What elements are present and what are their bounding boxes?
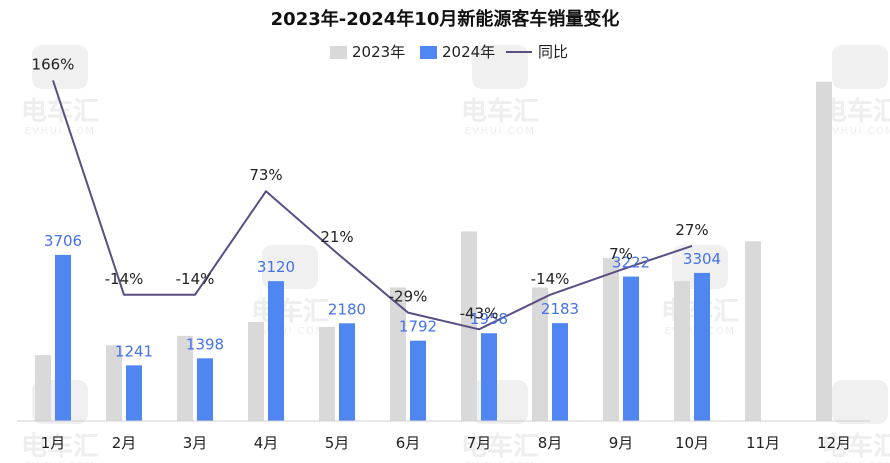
bar-2024-4 — [268, 281, 284, 421]
x-tick-10: 10月 — [675, 434, 709, 452]
x-tick-9: 9月 — [609, 434, 634, 452]
x-tick-8: 8月 — [538, 434, 563, 452]
bar-2024-6 — [410, 340, 426, 421]
label-yoy-5: 21% — [320, 228, 353, 246]
label-2024-3: 1398 — [186, 335, 224, 353]
bar-2024-10 — [694, 272, 710, 421]
legend-label: 2023年 — [352, 43, 405, 61]
x-tick-12: 12月 — [817, 434, 851, 452]
watermark-domain: EVHUI.COM — [254, 326, 325, 337]
label-2024-5: 2180 — [328, 300, 366, 318]
watermark-brand: 电车汇 — [251, 296, 329, 327]
watermark-brand: 电车汇 — [21, 431, 99, 462]
label-yoy-3: -14% — [176, 270, 215, 288]
watermark-domain: EVHUI.COM — [464, 461, 535, 463]
watermark-brand: 电车汇 — [821, 431, 890, 462]
bar-2023-10 — [674, 281, 690, 421]
series-yoy-data-labels: 166% -14% -14% 73% 21% -29% -43% -14% 7% 27% — [32, 55, 709, 322]
series-2023-bars — [35, 81, 832, 421]
bar-2023-2 — [106, 345, 122, 421]
label-2024-1: 3706 — [44, 232, 82, 250]
yoy-line — [52, 80, 693, 331]
x-tick-11: 11月 — [746, 434, 780, 452]
label-2024-7: 1958 — [470, 310, 508, 328]
bar-2024-5 — [339, 323, 355, 421]
label-yoy-2: -14% — [105, 270, 144, 288]
chart-title: 2023年-2024年10月新能源客车销量变化 — [271, 8, 620, 30]
legend-swatch — [420, 46, 437, 59]
bar-2024-8 — [552, 323, 568, 421]
label-2024-9: 3222 — [612, 254, 650, 272]
label-2024-10: 3304 — [683, 250, 721, 268]
watermark-domain: EVHUI.COM — [24, 461, 95, 463]
label-yoy-7: -43% — [460, 304, 499, 322]
label-yoy-8: -14% — [531, 270, 570, 288]
label-yoy-6: -29% — [389, 288, 428, 306]
x-axis-ticks: 1月 2月 3月 4月 5月 6月 7月 8月 9月 10月 11月 12月 — [41, 434, 851, 452]
legend-item-3: 同比 — [506, 43, 568, 61]
x-tick-7: 7月 — [467, 434, 492, 452]
watermark-domain: EVHUI.COM — [24, 126, 95, 137]
legend-item-2: 2024年 — [420, 43, 495, 61]
watermark-logo-icon — [832, 380, 888, 424]
label-yoy-4: 73% — [249, 166, 282, 184]
bar-2023-11 — [745, 241, 761, 421]
watermark-logo-icon — [832, 45, 888, 89]
watermark-domain: EVHUI.COM — [824, 126, 890, 137]
x-tick-3: 3月 — [183, 434, 208, 452]
bar-2023-6 — [390, 287, 406, 421]
series-yoy-line — [52, 80, 693, 331]
x-tick-5: 5月 — [325, 434, 350, 452]
bar-2024-7 — [481, 333, 497, 421]
bar-2023-4 — [248, 321, 264, 421]
bar-2024-1 — [55, 254, 71, 421]
label-yoy-1: 166% — [32, 55, 75, 73]
watermark-brand: 电车汇 — [461, 431, 539, 462]
series-2024-data-labels: 3706 1241 1398 3120 2180 1792 1958 2183 3222 3304 — [44, 232, 721, 360]
x-tick-6: 6月 — [396, 434, 421, 452]
legend-label: 同比 — [538, 43, 568, 61]
bar-2023-3 — [177, 335, 193, 421]
watermark-logo-icon — [472, 45, 528, 89]
bar-2023-12 — [816, 81, 832, 421]
legend-label: 2024年 — [442, 43, 495, 61]
bar-2023-5 — [319, 326, 335, 421]
watermark-logo-icon — [32, 45, 88, 89]
watermark-logo-icon — [472, 380, 528, 424]
label-yoy-9: 7% — [609, 245, 633, 263]
label-2024-4: 3120 — [257, 258, 295, 276]
watermark-logo-icon — [262, 245, 318, 289]
x-tick-4: 4月 — [254, 434, 279, 452]
x-tick-1: 1月 — [41, 434, 66, 452]
legend-item-1: 2023年 — [330, 43, 405, 61]
watermark-brand: 电车汇 — [821, 96, 890, 127]
watermark-logo-icon — [672, 245, 728, 289]
label-yoy-10: 27% — [675, 221, 708, 239]
x-tick-2: 2月 — [112, 434, 137, 452]
bar-2023-9 — [603, 257, 619, 421]
watermark-domain: EVHUI.COM — [824, 461, 890, 463]
label-2024-6: 1792 — [399, 318, 437, 336]
series-2024-bars — [55, 254, 710, 421]
bar-2024-2 — [126, 365, 142, 421]
bar-2023-8 — [532, 287, 548, 421]
legend: 2023年 2024年 同比 — [330, 43, 568, 61]
legend-swatch — [330, 46, 347, 59]
label-2024-2: 1241 — [115, 342, 153, 360]
bar-2024-9 — [623, 276, 639, 421]
bar-2024-3 — [197, 358, 213, 421]
label-2024-8: 2183 — [541, 300, 579, 318]
watermark-brand: 电车汇 — [461, 96, 539, 127]
watermark-domain: EVHUI.COM — [464, 126, 535, 137]
bar-2023-1 — [35, 355, 51, 421]
